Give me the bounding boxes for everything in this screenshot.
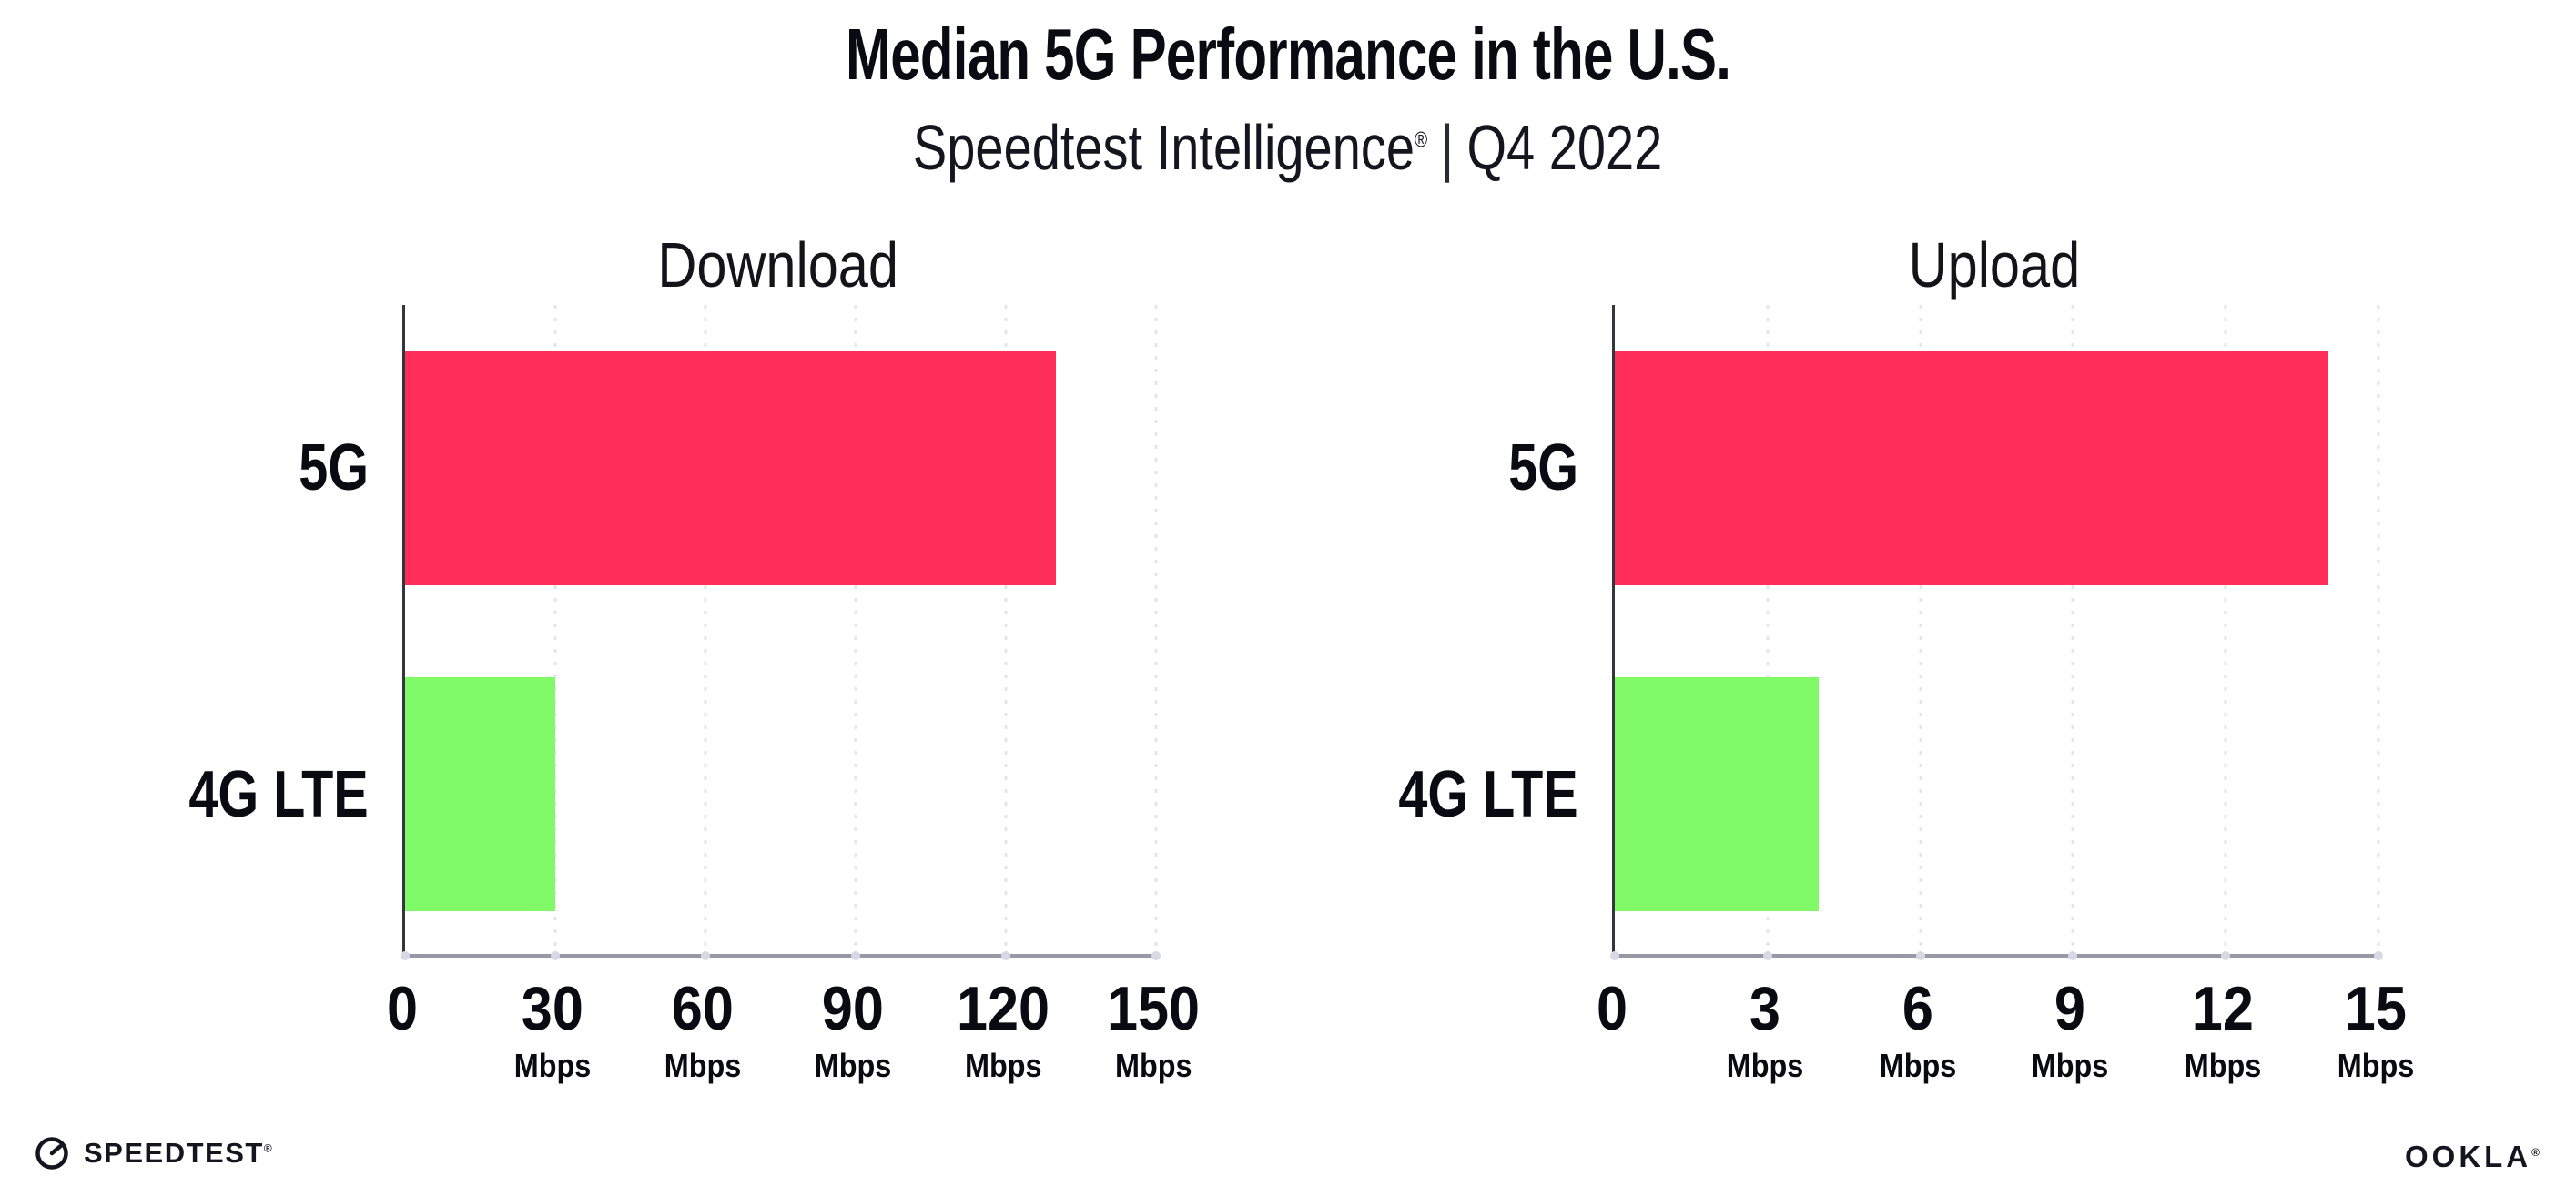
tick-label: 15 Mbps	[2333, 976, 2419, 1083]
tick-value: 120	[956, 974, 1050, 1043]
tick-unit: Mbps	[2337, 1047, 2415, 1084]
subtitle-separator: |	[1440, 112, 1455, 183]
axis-tick-dot	[1762, 951, 1772, 960]
tick-unit: Mbps	[2184, 1047, 2262, 1084]
tick-value: 90	[821, 974, 885, 1043]
tick-label: 0	[385, 976, 420, 1041]
header: Median 5G Performance in the U.S. Speedt…	[0, 0, 2576, 184]
chart-title-download: Download	[657, 229, 898, 300]
category-labels: 5G 4G LTE	[91, 305, 369, 958]
speedtest-logo: SPEEDTEST®	[33, 1134, 273, 1172]
tick-unit: Mbps	[2032, 1047, 2109, 1084]
category-label-4g-lte: 4G LTE	[1398, 757, 1578, 831]
trademark-symbol: ®	[263, 1141, 274, 1155]
ookla-wordmark: OOKLA	[2404, 1140, 2532, 1173]
tick-value: 3	[1749, 974, 1780, 1043]
x-axis-tick-labels: 0 3 Mbps 6 Mbps 9 Mbps 12 Mbps 15 Mbps	[1597, 976, 2414, 1121]
bar-4g-lte	[1615, 677, 1819, 912]
tick-label: 0	[1595, 976, 1629, 1041]
tick-unit: Mbps	[513, 1047, 592, 1084]
tick-label: 12 Mbps	[2180, 976, 2266, 1083]
tick-unit: Mbps	[814, 1047, 892, 1084]
speedtest-wordmark: SPEEDTEST®	[84, 1137, 274, 1169]
chart-title-upload: Upload	[1908, 229, 2080, 300]
gridline	[1919, 305, 1922, 954]
tick-unit: Mbps	[664, 1047, 742, 1084]
tick-label: 6 Mbps	[1875, 976, 1961, 1083]
tick-value: 150	[1106, 974, 1201, 1043]
gridline	[2224, 305, 2227, 954]
axis-tick-dot	[551, 951, 560, 960]
tick-unit: Mbps	[1879, 1047, 1956, 1084]
gridline	[1766, 305, 1770, 954]
tick-unit: Mbps	[1114, 1047, 1192, 1084]
tick-label: 3 Mbps	[1722, 976, 1808, 1083]
x-axis-tick-labels: 0 30 Mbps 60 Mbps 90 Mbps 120 Mbps 150 Mbps	[387, 976, 1200, 1121]
bar-5g	[1615, 350, 2328, 585]
category-label-5g: 5G	[1508, 431, 1578, 505]
category-label-5g: 5G	[299, 431, 369, 505]
tick-label: 30 Mbps	[510, 976, 595, 1083]
registered-symbol: ®	[2531, 1146, 2543, 1159]
axis-tick-dot	[851, 951, 860, 960]
axis-tick-dot	[1001, 951, 1010, 960]
tick-value: 15	[2344, 974, 2408, 1043]
plot-area	[401, 305, 1161, 960]
tick-value: 9	[2054, 974, 2086, 1043]
axis-tick-dot	[2221, 951, 2231, 960]
tick-label: 60 Mbps	[660, 976, 745, 1083]
category-label-4g-lte: 4G LTE	[188, 757, 369, 831]
gridline	[2377, 305, 2380, 954]
tick-value: 0	[386, 974, 419, 1043]
gridline	[553, 305, 557, 954]
tick-label: 150 Mbps	[1101, 976, 1204, 1083]
axis-tick-dot	[401, 951, 410, 960]
tick-unit: Mbps	[1726, 1047, 1804, 1084]
tick-label: 9 Mbps	[2027, 976, 2113, 1083]
gridline	[1154, 305, 1158, 954]
speedometer-gauge-icon	[35, 1137, 68, 1170]
gridline	[1004, 305, 1008, 954]
category-labels: 5G 4G LTE	[1301, 305, 1578, 958]
subtitle-period: Q4 2022	[1466, 112, 1663, 183]
tick-value: 6	[1902, 974, 1933, 1043]
subtitle-brand: Speedtest Intelligence	[913, 112, 1415, 183]
registered-trademark-symbol: ®	[1415, 127, 1428, 153]
axis-tick-dot	[1151, 951, 1161, 960]
tick-unit: Mbps	[964, 1047, 1042, 1084]
axis-tick-dot	[701, 951, 710, 960]
bar-5g	[405, 350, 1056, 585]
tick-value: 12	[2192, 974, 2255, 1043]
tick-value: 30	[521, 974, 584, 1043]
tick-label: 120 Mbps	[951, 976, 1054, 1083]
gridline	[2071, 305, 2074, 954]
tick-value: 60	[671, 974, 735, 1043]
gridline	[704, 305, 707, 954]
tick-value: 0	[1596, 974, 1628, 1043]
axis-tick-dot	[2068, 951, 2078, 960]
page-subtitle: Speedtest Intelligence® | Q4 2022	[0, 111, 2576, 184]
axis-tick-dot	[2374, 951, 2383, 960]
gridline	[854, 305, 857, 954]
tick-label: 90 Mbps	[810, 976, 896, 1083]
plot-area	[1610, 305, 2383, 960]
axis-tick-dot	[1610, 951, 1619, 960]
page-title: Median 5G Performance in the U.S.	[845, 14, 1731, 95]
axis-tick-dot	[1915, 951, 1925, 960]
ookla-logo: OOKLA®	[2405, 1140, 2543, 1174]
bar-4g-lte	[405, 677, 555, 912]
